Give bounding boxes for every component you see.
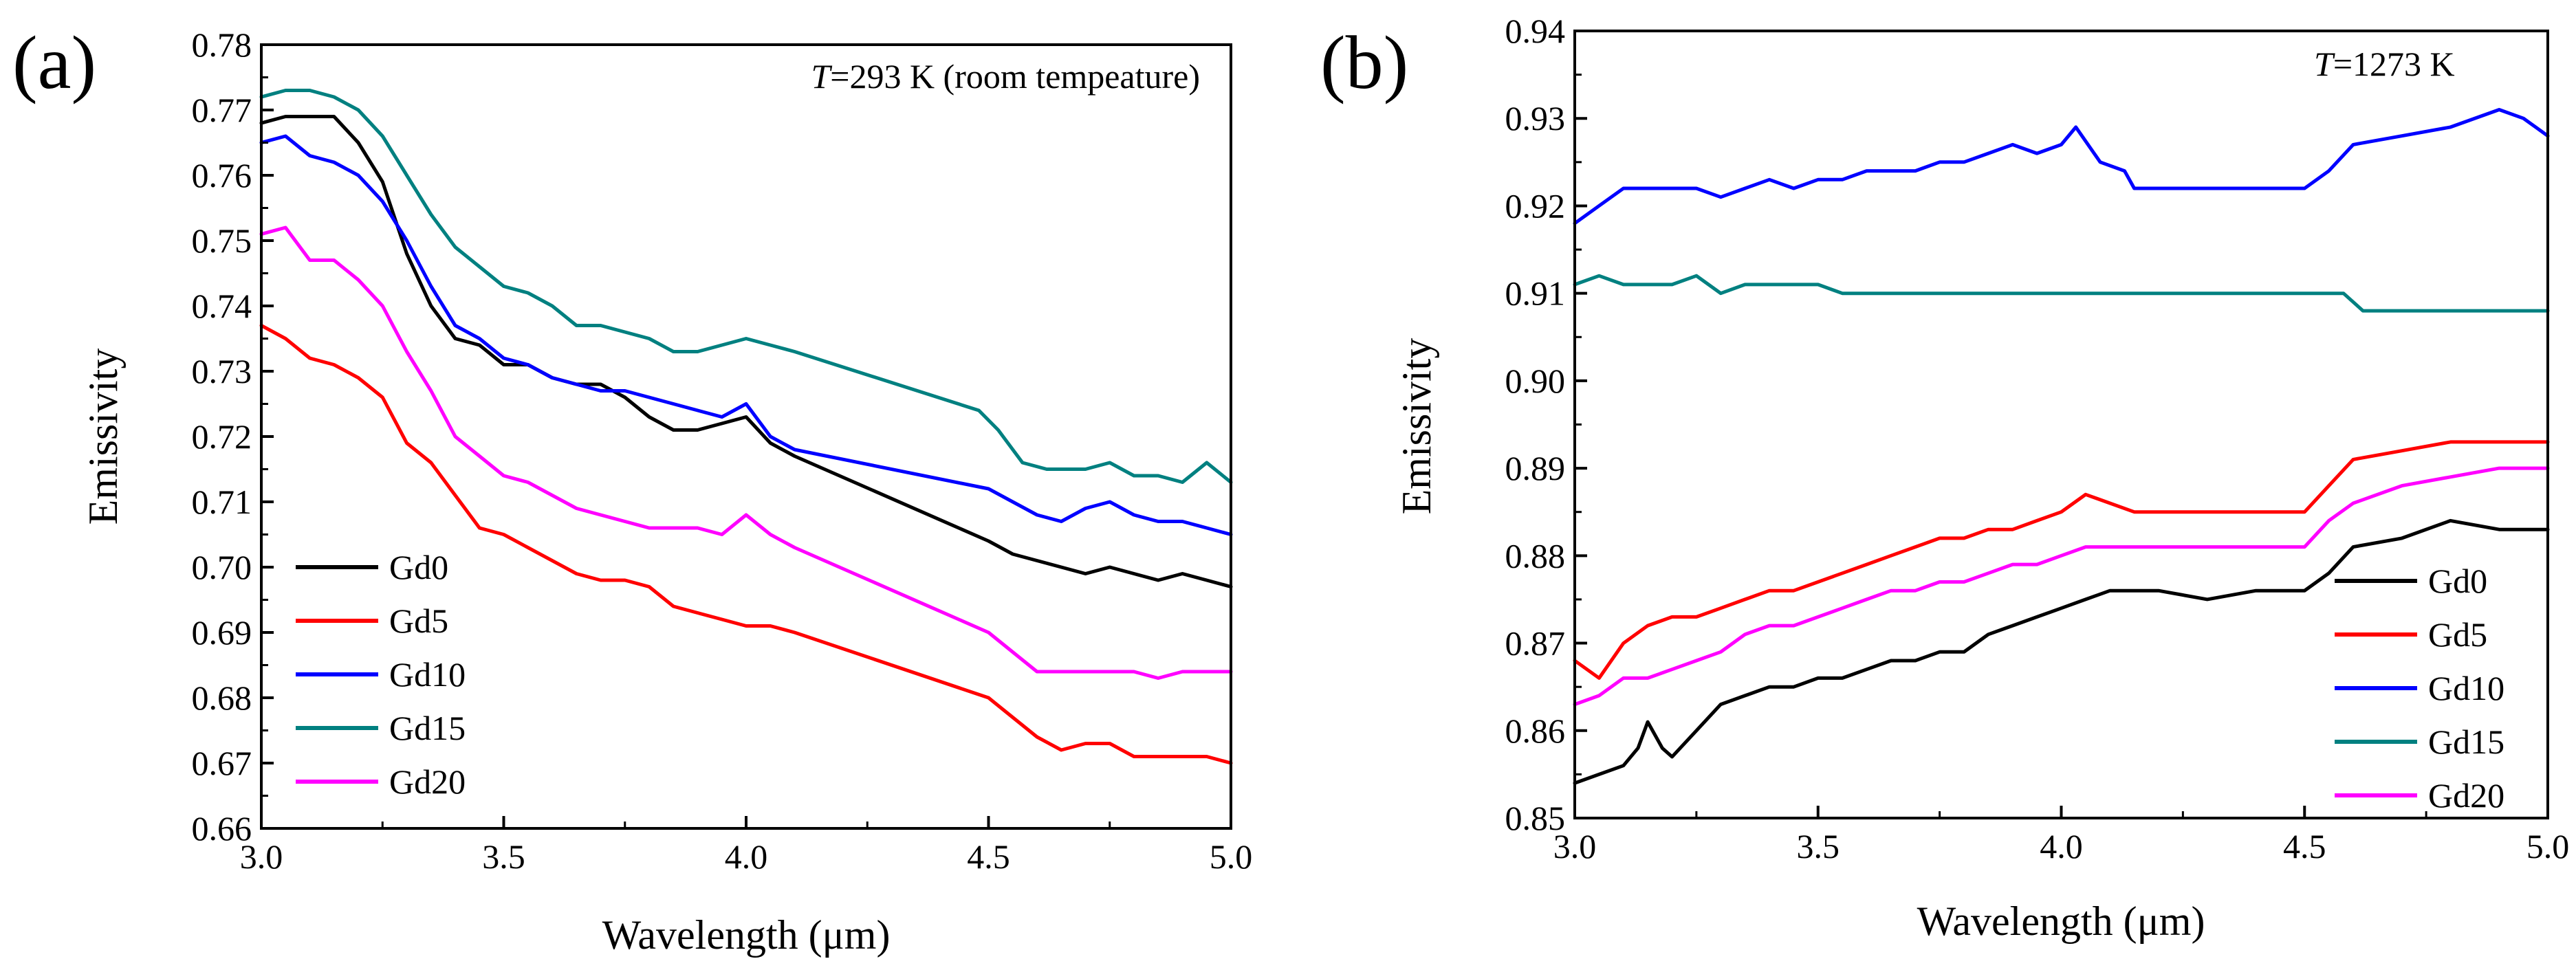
panel-b: (b) 3.0 3.5 4.0 4.5 5.0 0.85 0.86 0.87 0.88 0.89 0… <box>1320 12 2569 944</box>
panel-a-series-gd10 <box>259 134 1233 536</box>
panel-a-legend-label-gd15: Gd15 <box>389 709 466 747</box>
panel-b-y-tick-label: 0.86 <box>1505 712 1566 750</box>
panel-a-y-tick-label: 0.78 <box>192 25 252 64</box>
panel-b-series-gd0 <box>1573 518 2550 785</box>
panel-b-y-tick-label: 0.93 <box>1505 99 1566 137</box>
panel-b-series <box>1573 108 2550 785</box>
panel-b-x-tick-label: 5.0 <box>2526 827 2570 866</box>
panel-a-y-tick-label: 0.67 <box>192 744 252 782</box>
panel-b-x-axis-title: Wavelength (μm) <box>1917 899 2205 944</box>
panel-b-ticks: 3.0 3.5 4.0 4.5 5.0 0.85 0.86 0.87 0.88 0.89 0.90 0… <box>1505 12 2570 866</box>
panel-b-y-tick-label: 0.85 <box>1505 799 1566 837</box>
panel-b-series-gd15 <box>1573 274 2550 313</box>
panel-b-y-tick-label: 0.87 <box>1505 624 1566 663</box>
panel-a-ticks: 3.0 3.5 4.0 4.5 5.0 0.66 0.67 0.68 0.69 0.70 0.71 0… <box>192 25 1253 876</box>
panel-a-legend-label-gd10: Gd10 <box>389 655 466 694</box>
panel-a-x-axis-title: Wavelength (μm) <box>602 912 891 958</box>
panel-label-a: (a) <box>12 21 96 104</box>
panel-b-x-tick-label: 4.0 <box>2040 827 2083 866</box>
panel-a-series <box>259 89 1233 765</box>
panel-b-temperature-annotation: T=1273 K <box>2314 45 2455 83</box>
panel-a-y-tick-label: 0.77 <box>192 91 252 129</box>
panel-b-series-gd10 <box>1573 108 2550 225</box>
panel-a: (a) 3.0 3.5 4.0 4.5 5.0 0.66 0.67 0.68 0.69 0.70 0… <box>12 21 1252 958</box>
panel-b-legend-label-gd15: Gd15 <box>2428 723 2504 761</box>
panel-b-annotation-var: T <box>2314 45 2335 83</box>
panel-b-y-tick-label: 0.90 <box>1505 362 1566 400</box>
panel-b-y-tick-label: 0.91 <box>1505 274 1566 313</box>
panel-a-y-tick-label: 0.76 <box>192 156 252 195</box>
panel-a-legend-label-gd20: Gd20 <box>389 762 466 801</box>
panel-a-y-tick-label: 0.75 <box>192 221 252 260</box>
panel-a-temperature-annotation: T=293 K (room tempeature) <box>811 57 1200 96</box>
panel-a-series-gd5 <box>259 324 1233 765</box>
panel-a-y-tick-label: 0.73 <box>192 352 252 390</box>
panel-a-annotation-var: T <box>811 57 832 96</box>
panel-b-x-tick-label: 4.5 <box>2283 827 2326 866</box>
panel-a-y-tick-label: 0.72 <box>192 417 252 456</box>
panel-label-b: (b) <box>1320 21 1408 104</box>
panel-b-y-tick-label: 0.89 <box>1505 449 1566 487</box>
panel-b-legend-label-gd0: Gd0 <box>2428 562 2487 600</box>
panel-a-legend-label-gd5: Gd5 <box>389 602 448 640</box>
panel-b-legend: Gd0 Gd5 Gd10 Gd15 Gd20 <box>2335 562 2504 815</box>
panel-b-y-tick-label: 0.88 <box>1505 536 1566 575</box>
panel-b-x-tick-label: 3.0 <box>1553 827 1597 866</box>
panel-b-annotation-text: =1273 K <box>2333 45 2455 83</box>
panel-a-x-tick-label: 4.5 <box>967 837 1010 876</box>
panel-a-x-tick-label: 3.0 <box>240 837 283 876</box>
panel-b-legend-label-gd20: Gd20 <box>2428 776 2504 815</box>
panel-a-y-tick-label: 0.74 <box>192 287 252 325</box>
panel-b-y-axis-title: Emissivity <box>1394 338 1439 515</box>
panel-a-y-tick-label: 0.66 <box>192 809 252 848</box>
panel-b-plot-frame <box>1573 30 2549 819</box>
panel-a-y-tick-label: 0.70 <box>192 548 252 586</box>
panel-b-x-tick-label: 3.5 <box>1797 827 1840 866</box>
panel-a-legend-label-gd0: Gd0 <box>389 548 448 586</box>
panel-a-y-tick-label: 0.68 <box>192 679 252 717</box>
panel-a-x-tick-label: 3.5 <box>482 837 525 876</box>
panel-b-y-tick-label: 0.92 <box>1505 186 1566 225</box>
panel-a-y-tick-label: 0.71 <box>192 483 252 521</box>
panel-a-x-tick-label: 4.0 <box>725 837 768 876</box>
panel-a-series-gd15 <box>259 89 1233 484</box>
panel-b-series-gd5 <box>1573 440 2550 680</box>
panel-b-legend-label-gd5: Gd5 <box>2428 615 2487 654</box>
panel-b-legend-label-gd10: Gd10 <box>2428 669 2504 707</box>
panel-b-y-tick-label: 0.94 <box>1505 12 1566 50</box>
panel-a-legend: Gd0 Gd5 Gd10 Gd15 Gd20 <box>296 548 466 801</box>
panel-a-y-tick-label: 0.69 <box>192 613 252 652</box>
panel-a-annotation-text: =293 K (room tempeature) <box>830 57 1200 96</box>
panel-a-x-tick-label: 5.0 <box>1210 837 1253 876</box>
panel-a-series-gd20 <box>259 225 1233 680</box>
panel-b-series-gd20 <box>1573 466 2550 707</box>
panel-a-y-axis-title: Emissivity <box>80 349 126 525</box>
